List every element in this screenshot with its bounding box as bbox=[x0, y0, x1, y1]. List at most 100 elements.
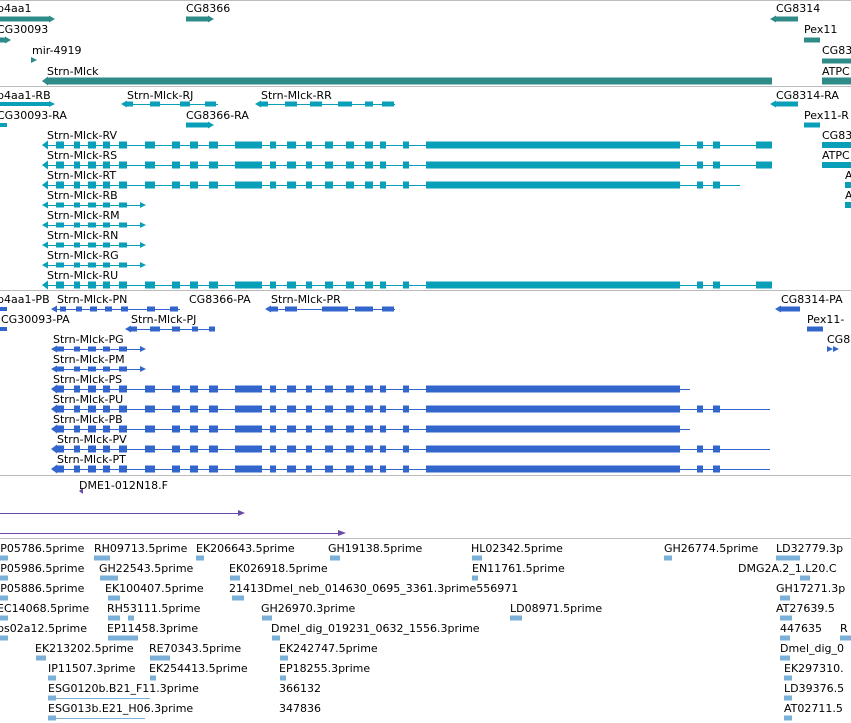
protein-label[interactable]: Strn-Mlck-PJ bbox=[131, 313, 197, 326]
est-label[interactable]: 447635 bbox=[780, 622, 822, 635]
exon-block bbox=[756, 161, 772, 169]
transcript-label[interactable]: Strn-Mlck-RU bbox=[47, 269, 119, 282]
protein-label[interactable]: CG8 bbox=[827, 333, 851, 346]
transcript-label[interactable]: CG30093-RA bbox=[0, 109, 67, 122]
transcript-label[interactable]: Strn-Mlck-RJ bbox=[127, 89, 194, 102]
protein-label[interactable]: Strn-Mlck-PT bbox=[57, 453, 126, 466]
transcript-label[interactable]: Strn-Mlck-RR bbox=[261, 89, 332, 102]
est-label[interactable]: AT02711.5 bbox=[784, 702, 843, 715]
gene-label[interactable]: p4aa1 bbox=[0, 2, 32, 15]
transcript-label[interactable]: A bbox=[845, 189, 851, 202]
est-label[interactable]: LD39376.5 bbox=[784, 682, 845, 695]
protein-label[interactable]: Strn-Mlck-PG bbox=[53, 333, 124, 346]
est-label[interactable]: 21413Dmel_neb_014630_0695_3361.3prime556… bbox=[229, 582, 519, 595]
est-label[interactable]: EK206643.5prime bbox=[196, 542, 295, 555]
est-label[interactable]: RH09713.5prime bbox=[94, 542, 188, 555]
protein-label[interactable]: Strn-Mlck-PN bbox=[57, 293, 128, 306]
est-label[interactable]: RE70343.5prime bbox=[149, 642, 242, 655]
transcript-label[interactable]: CG8366-RA bbox=[186, 109, 249, 122]
est-label[interactable]: IP11507.3prime bbox=[48, 662, 136, 675]
protein-label[interactable]: Strn-Mlck-PV bbox=[57, 433, 127, 446]
gene-label[interactable]: CG83 bbox=[822, 44, 851, 57]
est-label[interactable]: GH26970.3prime bbox=[261, 602, 356, 615]
protein-label[interactable]: Strn-Mlck-PS bbox=[53, 373, 123, 386]
gene-label[interactable]: CG8366 bbox=[186, 2, 231, 15]
protein-label[interactable]: p4aa1-PB bbox=[0, 293, 50, 306]
exon-block bbox=[270, 405, 276, 413]
transcript-label[interactable]: Strn-Mlck-RM bbox=[47, 209, 120, 222]
est-label[interactable]: IP05786.5prime bbox=[0, 542, 85, 555]
protein-label[interactable]: Strn-Mlck-PB bbox=[53, 413, 123, 426]
exon-block bbox=[380, 465, 386, 473]
est-label[interactable]: ESG0120b.B21_F11.3prime bbox=[48, 682, 199, 695]
est-label[interactable]: 366132 bbox=[279, 682, 321, 695]
strand-arrow-icon bbox=[827, 346, 833, 352]
exon-block bbox=[88, 425, 96, 433]
est-label[interactable]: 347836 bbox=[279, 702, 321, 715]
gene-label[interactable]: CG30093 bbox=[0, 23, 49, 36]
est-label[interactable]: EK297310. bbox=[784, 662, 844, 675]
transcript-label[interactable]: p4aa1-RB bbox=[0, 89, 51, 102]
est-label[interactable]: EP18255.3prime bbox=[279, 662, 371, 675]
est-label[interactable]: IP05986.5prime bbox=[0, 562, 85, 575]
est-label[interactable]: EN11761.5prime bbox=[472, 562, 565, 575]
strand-arrow-icon bbox=[42, 241, 48, 249]
protein-label[interactable]: Pex11- bbox=[807, 313, 845, 326]
protein-label[interactable]: CG30093-PA bbox=[1, 313, 70, 326]
clone-label[interactable]: DME1-012N18.F bbox=[79, 479, 168, 492]
transcript-label[interactable]: ATPC bbox=[822, 149, 850, 162]
est-label[interactable]: HL02342.5prime bbox=[471, 542, 563, 555]
est-label[interactable]: DMG2A.2_1.L20.C bbox=[738, 562, 837, 575]
transcript-label[interactable]: Strn-Mlck-RT bbox=[47, 169, 117, 182]
est-label[interactable]: EK026918.5prime bbox=[229, 562, 328, 575]
est-label[interactable]: EC14068.5prime bbox=[0, 602, 90, 615]
gene-label[interactable]: Pex11 bbox=[804, 23, 838, 36]
transcript-label[interactable]: Pex11-R bbox=[804, 109, 849, 122]
est-label[interactable]: AT27639.5 bbox=[776, 602, 835, 615]
est-label[interactable]: EP11458.3prime bbox=[107, 622, 199, 635]
est-label[interactable]: GH26774.5prime bbox=[664, 542, 759, 555]
gene-label[interactable]: CG8314 bbox=[776, 2, 821, 15]
est-block bbox=[0, 635, 8, 641]
transcript-label[interactable]: Strn-Mlck-RN bbox=[47, 229, 119, 242]
transcript-bar bbox=[845, 182, 851, 188]
est-label[interactable]: LD08971.5prime bbox=[510, 602, 603, 615]
est-label[interactable]: GH19138.5prime bbox=[328, 542, 423, 555]
protein-label[interactable]: Strn-Mlck-PU bbox=[53, 393, 124, 406]
est-label[interactable]: EK254413.5prime bbox=[149, 662, 248, 675]
transcript-label[interactable]: Strn-Mlck-RS bbox=[47, 149, 118, 162]
gene-label[interactable]: Strn-Mlck bbox=[47, 65, 99, 78]
est-label[interactable]: Dmel_dig_0 bbox=[780, 642, 845, 655]
protein-label[interactable]: Strn-Mlck-PR bbox=[271, 293, 341, 306]
exon-block bbox=[145, 181, 155, 189]
est-label[interactable]: EK242747.5prime bbox=[279, 642, 378, 655]
exon-block bbox=[270, 445, 276, 453]
est-label[interactable]: RH53111.5prime bbox=[107, 602, 201, 615]
transcript-label[interactable]: Strn-Mlck-RG bbox=[47, 249, 119, 262]
est-label[interactable]: EK213202.5prime bbox=[35, 642, 134, 655]
transcript-label[interactable]: A bbox=[845, 169, 851, 182]
est-label[interactable]: LD32779.3p bbox=[776, 542, 844, 555]
transcript-label[interactable]: CG83 bbox=[822, 129, 851, 142]
est-label[interactable]: Dmel_dig_019231_0632_1556.3prime bbox=[271, 622, 480, 635]
est-label[interactable]: bs02a12.5prime bbox=[0, 622, 87, 635]
protein-label[interactable]: CG8314-PA bbox=[781, 293, 843, 306]
transcript-label[interactable]: CG8314-RA bbox=[776, 89, 839, 102]
protein-bar bbox=[807, 326, 823, 332]
exon-block bbox=[103, 465, 110, 473]
est-label[interactable]: ESG013b.E21_H06.3prime bbox=[48, 702, 194, 715]
exon-block bbox=[426, 181, 680, 189]
transcript-label[interactable]: Strn-Mlck-RB bbox=[47, 189, 118, 202]
est-block bbox=[280, 655, 288, 661]
transcript-label[interactable]: Strn-Mlck-RV bbox=[47, 129, 118, 142]
gene-label[interactable]: mir-4919 bbox=[32, 44, 82, 57]
protein-label[interactable]: Strn-Mlck-PM bbox=[53, 353, 125, 366]
est-label[interactable]: GH17271.3p bbox=[776, 582, 846, 595]
est-label[interactable]: R bbox=[840, 622, 848, 635]
est-label[interactable]: EK100407.5prime bbox=[105, 582, 204, 595]
est-label[interactable]: GH22543.5prime bbox=[99, 562, 194, 575]
exon-block bbox=[172, 405, 180, 413]
est-label[interactable]: IP05886.5prime bbox=[0, 582, 85, 595]
gene-label[interactable]: ATPC bbox=[822, 65, 850, 78]
protein-label[interactable]: CG8366-PA bbox=[189, 293, 251, 306]
